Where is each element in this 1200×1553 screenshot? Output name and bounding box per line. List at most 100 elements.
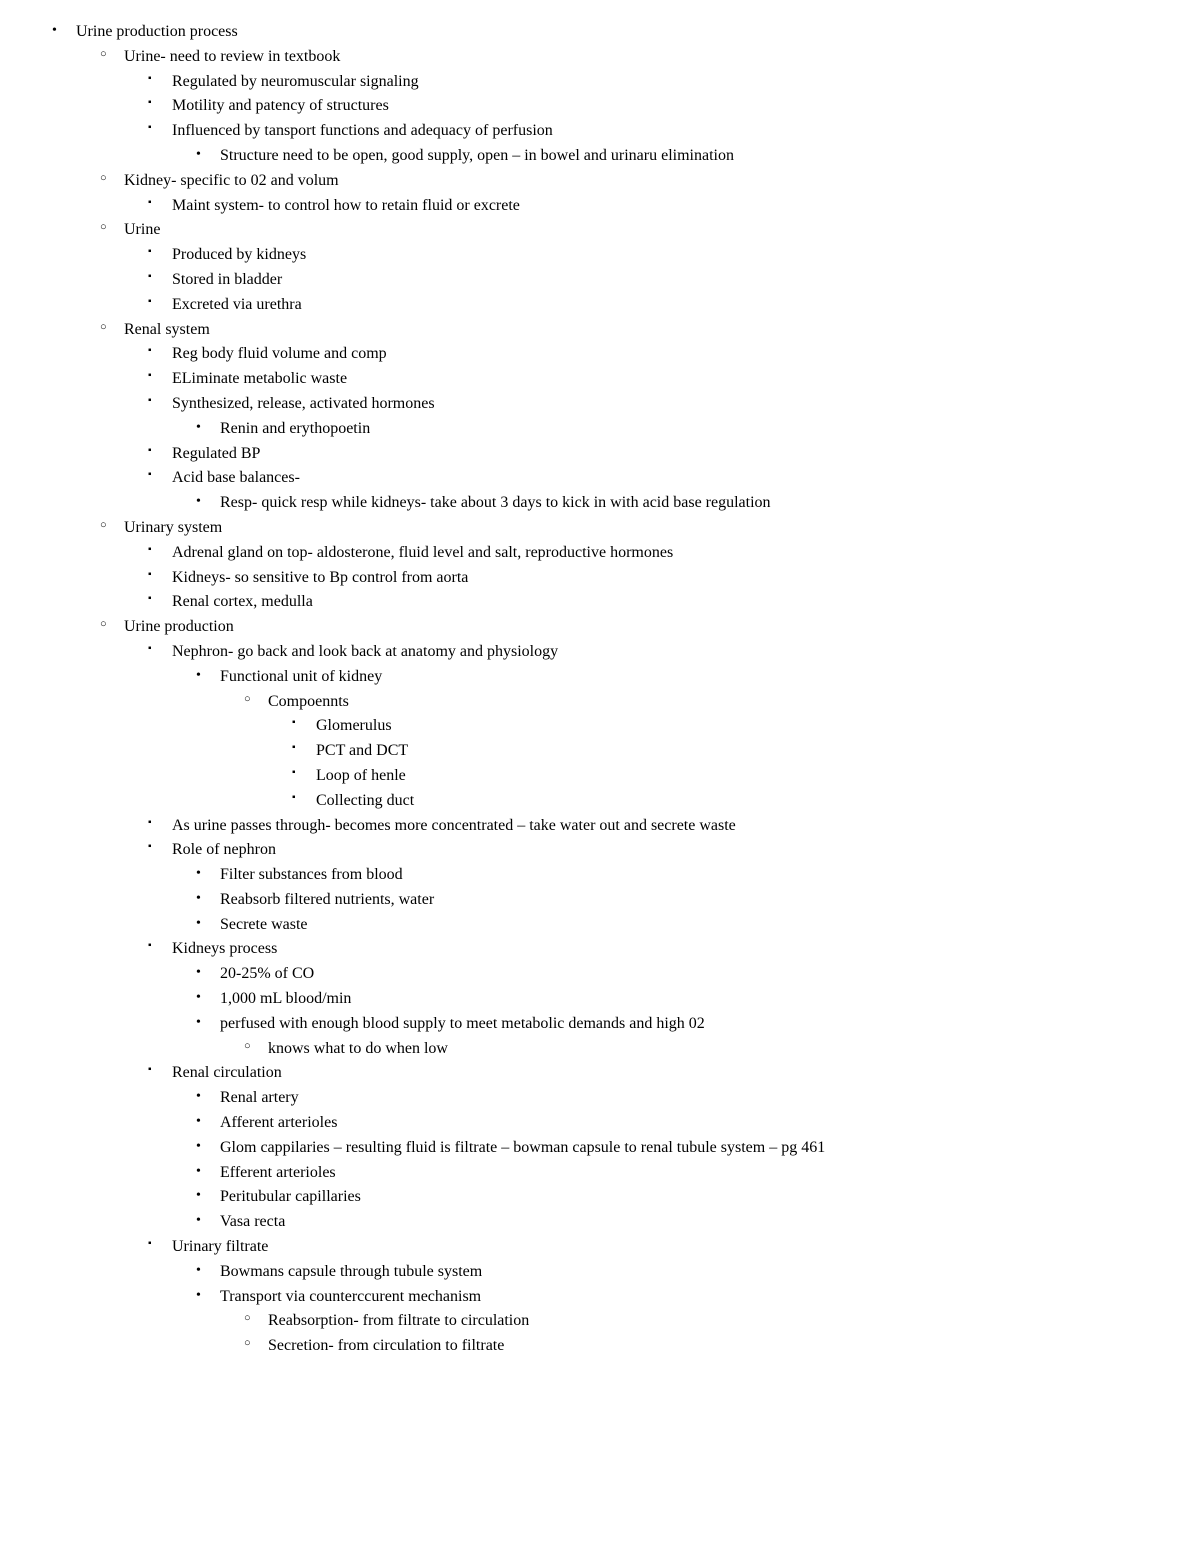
item-text: Motility and patency of structures <box>172 97 389 114</box>
list-item: Synthesized, release, activated hormones… <box>136 392 1160 442</box>
item-text: Maint system- to control how to retain f… <box>172 197 520 214</box>
list-item: Regulated BP <box>136 442 1160 467</box>
item-text: Secrete waste <box>220 916 308 933</box>
item-text: Urine- need to review in textbook <box>124 48 340 65</box>
list-item: Nephron- go back and look back at anatom… <box>136 640 1160 814</box>
item-text: PCT and DCT <box>316 742 408 759</box>
list-item: Glomerulus <box>280 714 1160 739</box>
item-text: Transport via counterccurent mechanism <box>220 1288 481 1305</box>
sub-list: Glomerulus PCT and DCT Loop of henle Collec… <box>280 714 1160 813</box>
list-item: Urinary filtrate Bowmans capsule through … <box>136 1235 1160 1359</box>
item-text: Structure need to be open, good supply, … <box>220 147 734 164</box>
list-item: Kidney- specific to 02 and volum Maint sy… <box>88 169 1160 219</box>
item-text: Renal cortex, medulla <box>172 593 313 610</box>
sub-list: Nephron- go back and look back at anatom… <box>136 640 1160 1359</box>
list-item: Adrenal gland on top- aldosterone, fluid… <box>136 541 1160 566</box>
list-item: Secretion- from circulation to filtrate <box>232 1334 1160 1359</box>
sub-list: 20-25% of CO 1,000 mL blood/min perfused w… <box>184 962 1160 1061</box>
item-text: Collecting duct <box>316 792 414 809</box>
list-item: 1,000 mL blood/min <box>184 987 1160 1012</box>
item-text: ELiminate metabolic waste <box>172 370 347 387</box>
sub-list: Filter substances from blood Reabsorb fil… <box>184 863 1160 937</box>
sub-list: Reabsorption- from filtrate to circulati… <box>232 1309 1160 1359</box>
item-text: Reabsorb filtered nutrients, water <box>220 891 434 908</box>
list-item: Urine production Nephron- go back and loo… <box>88 615 1160 1359</box>
item-text: Urinary filtrate <box>172 1238 268 1255</box>
list-item: As urine passes through- becomes more co… <box>136 814 1160 839</box>
sub-list: Reg body fluid volume and comp ELiminate … <box>136 342 1160 516</box>
item-text: Afferent arterioles <box>220 1114 337 1131</box>
item-text: Secretion- from circulation to filtrate <box>268 1337 504 1354</box>
list-item: Collecting duct <box>280 789 1160 814</box>
list-item: Resp- quick resp while kidneys- take abo… <box>184 491 1160 516</box>
list-item: Glom cappilaries – resulting fluid is fi… <box>184 1136 1160 1161</box>
item-text: Urinary system <box>124 519 222 536</box>
list-item: Bowmans capsule through tubule system <box>184 1260 1160 1285</box>
list-item: Efferent arterioles <box>184 1161 1160 1186</box>
item-text: Renin and erythopoetin <box>220 420 370 437</box>
sub-list: Renin and erythopoetin <box>184 417 1160 442</box>
item-text: Urine production process <box>76 23 238 40</box>
item-text: Renal system <box>124 321 210 338</box>
sub-list: Compoennts Glomerulus PCT and DCT Loop of h… <box>232 690 1160 814</box>
list-item: Reg body fluid volume and comp <box>136 342 1160 367</box>
list-item: Influenced by tansport functions and ade… <box>136 119 1160 169</box>
list-item: Functional unit of kidney Compoennts Glome… <box>184 665 1160 814</box>
item-text: Loop of henle <box>316 767 406 784</box>
item-text: Peritubular capillaries <box>220 1188 361 1205</box>
list-item: perfused with enough blood supply to mee… <box>184 1012 1160 1062</box>
sub-list: knows what to do when low <box>232 1037 1160 1062</box>
list-item: Renal circulation Renal artery Afferent ar… <box>136 1061 1160 1235</box>
list-item: Vasa recta <box>184 1210 1160 1235</box>
sub-list: Regulated by neuromuscular signaling Moti… <box>136 70 1160 169</box>
list-item: 20-25% of CO <box>184 962 1160 987</box>
list-item: Secrete waste <box>184 913 1160 938</box>
item-text: Influenced by tansport functions and ade… <box>172 122 553 139</box>
list-item: Urine production process Urine- need to … <box>40 20 1160 1359</box>
item-text: Urine <box>124 221 160 238</box>
list-item: Regulated by neuromuscular signaling <box>136 70 1160 95</box>
item-text: Renal artery <box>220 1089 299 1106</box>
item-text: 20-25% of CO <box>220 965 314 982</box>
item-text: Renal circulation <box>172 1064 282 1081</box>
list-item: Stored in bladder <box>136 268 1160 293</box>
sub-list: Resp- quick resp while kidneys- take abo… <box>184 491 1160 516</box>
list-item: Produced by kidneys <box>136 243 1160 268</box>
list-item: Renal system Reg body fluid volume and co… <box>88 318 1160 516</box>
list-item: knows what to do when low <box>232 1037 1160 1062</box>
item-text: Synthesized, release, activated hormones <box>172 395 435 412</box>
item-text: As urine passes through- becomes more co… <box>172 817 736 834</box>
list-item: Excreted via urethra <box>136 293 1160 318</box>
item-text: Adrenal gland on top- aldosterone, fluid… <box>172 544 673 561</box>
list-item: ELiminate metabolic waste <box>136 367 1160 392</box>
list-item: Peritubular capillaries <box>184 1185 1160 1210</box>
list-item: PCT and DCT <box>280 739 1160 764</box>
root-list: Urine production process Urine- need to … <box>40 20 1160 1359</box>
sub-list: Maint system- to control how to retain f… <box>136 194 1160 219</box>
list-item: Kidneys- so sensitive to Bp control from… <box>136 566 1160 591</box>
list-item: Renal artery <box>184 1086 1160 1111</box>
list-item: Renin and erythopoetin <box>184 417 1160 442</box>
list-item: Structure need to be open, good supply, … <box>184 144 1160 169</box>
item-text: Compoennts <box>268 693 349 710</box>
item-text: Nephron- go back and look back at anatom… <box>172 643 558 660</box>
item-text: Functional unit of kidney <box>220 668 382 685</box>
item-text: Acid base balances- <box>172 469 300 486</box>
item-text: Vasa recta <box>220 1213 285 1230</box>
item-text: 1,000 mL blood/min <box>220 990 351 1007</box>
item-text: Regulated by neuromuscular signaling <box>172 73 419 90</box>
sub-list: Bowmans capsule through tubule system Tra… <box>184 1260 1160 1359</box>
item-text: Role of nephron <box>172 841 276 858</box>
list-item: Filter substances from blood <box>184 863 1160 888</box>
item-text: Kidney- specific to 02 and volum <box>124 172 339 189</box>
list-item: Reabsorb filtered nutrients, water <box>184 888 1160 913</box>
item-text: Efferent arterioles <box>220 1164 336 1181</box>
sub-list: Adrenal gland on top- aldosterone, fluid… <box>136 541 1160 615</box>
sub-list: Functional unit of kidney Compoennts Glome… <box>184 665 1160 814</box>
list-item: Urinary system Adrenal gland on top- aldo… <box>88 516 1160 615</box>
item-text: Urine production <box>124 618 234 635</box>
list-item: Compoennts Glomerulus PCT and DCT Loop of h… <box>232 690 1160 814</box>
list-item: Urine Produced by kidneys Stored in bladde… <box>88 218 1160 317</box>
item-text: Stored in bladder <box>172 271 282 288</box>
list-item: Afferent arterioles <box>184 1111 1160 1136</box>
